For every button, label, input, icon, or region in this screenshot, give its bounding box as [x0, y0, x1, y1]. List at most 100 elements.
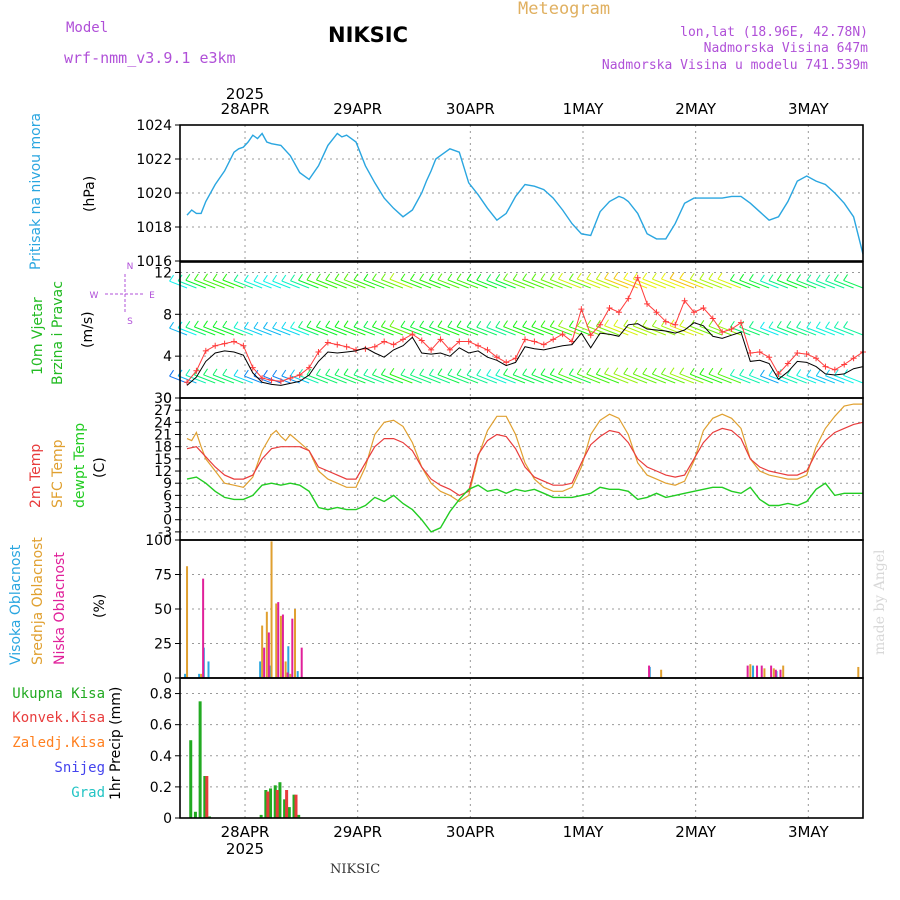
gust-marker	[719, 329, 726, 336]
wind-barb	[558, 325, 582, 336]
wind-barb	[717, 373, 742, 384]
wind-barb-flag	[786, 320, 792, 328]
wind-barb	[429, 279, 451, 289]
wind-barb	[306, 326, 329, 336]
wind-barb-flag	[729, 320, 735, 328]
wind-barb	[447, 279, 469, 289]
wind-barb-flag	[185, 320, 191, 328]
wind-barb	[669, 373, 695, 384]
wind-barb-flag	[843, 369, 848, 376]
wind-barb-flag	[759, 321, 765, 329]
wind-barb-flag	[796, 321, 802, 328]
gust-marker	[606, 305, 613, 312]
wind-barb-flag	[576, 367, 582, 375]
wind-barb-flag	[203, 320, 208, 328]
wind-barb-flag	[353, 320, 359, 328]
wind-barb-flag	[806, 369, 812, 377]
model-name: wrf-nmm_v3.9.1 e3km	[64, 49, 236, 67]
xtick-bottom: 29APR	[333, 823, 382, 841]
wind-barb	[503, 374, 526, 384]
ytick-label: 0.2	[150, 780, 172, 796]
gust-marker	[597, 321, 604, 328]
wind-barb-flag	[495, 320, 501, 328]
wind-barb	[353, 326, 375, 336]
wind-barb-flag	[717, 367, 723, 375]
wind-barb-flag	[222, 273, 228, 281]
wind-barb-flag	[503, 368, 508, 375]
wind-barb-flag	[815, 321, 821, 329]
wind-barb	[512, 279, 535, 289]
wind-barb	[604, 278, 629, 289]
wind-barb-flag	[549, 320, 555, 327]
ytick-label: 27	[154, 403, 172, 419]
wind-barb	[777, 374, 798, 384]
wind-barb-flag	[272, 321, 278, 329]
ytick-label: 21	[154, 428, 172, 444]
wind-barb	[669, 278, 695, 289]
wind-barb-flag	[679, 272, 685, 280]
wind-barb	[194, 279, 216, 289]
coords: lon,lat (18.96E, 42.78N)	[680, 25, 868, 40]
wind-barb	[699, 373, 723, 384]
gust-marker	[296, 371, 303, 378]
wind-barb-flag	[776, 320, 782, 328]
wind-barb	[244, 375, 263, 384]
wind-barb-flag	[409, 320, 415, 328]
gust-marker	[803, 351, 810, 358]
wind-barb	[786, 326, 807, 336]
wind-barb-flag	[476, 320, 482, 328]
wind-barb-flag	[699, 368, 705, 375]
gust-marker	[184, 379, 191, 386]
cloud-bar	[202, 578, 205, 678]
cloud-bar	[770, 665, 773, 678]
wind-barb	[730, 374, 751, 384]
wind-barb	[749, 374, 770, 384]
wind-barb-flag	[558, 319, 563, 327]
wind-barb-flag	[729, 368, 735, 376]
wind-barb	[768, 280, 789, 289]
wind-barb-flag	[495, 368, 501, 376]
wind-barb	[623, 373, 648, 384]
wind-barb	[316, 374, 338, 384]
cloud-bar	[207, 661, 210, 678]
wind-barb-flag	[466, 320, 472, 328]
precip-bar	[203, 776, 207, 818]
wind-barb	[343, 326, 366, 336]
wind-barb-flag	[437, 368, 443, 375]
wind-barb	[400, 279, 422, 289]
ytick-label: 3	[163, 501, 172, 517]
wind-barb	[372, 279, 394, 289]
legend-snow: Snijeg	[54, 760, 105, 776]
wind-barb-flag	[466, 273, 472, 281]
wind-barb-flag	[503, 273, 508, 280]
wind-barb-flag	[272, 274, 278, 282]
gust-marker	[484, 346, 491, 353]
wind-barb-flag	[660, 367, 666, 375]
ytick-label: 0.4	[150, 749, 172, 765]
wind-barb-flag	[400, 320, 406, 328]
wind-barb	[419, 326, 441, 336]
wind-barb	[690, 325, 713, 336]
wind-barb-flag	[389, 319, 395, 327]
gust-marker	[831, 366, 838, 373]
temp2m-line	[186, 421, 864, 497]
wind-barb	[642, 278, 667, 289]
gust-marker	[343, 343, 350, 350]
wind-barb-flag	[193, 320, 199, 328]
cloud-bar	[296, 671, 299, 678]
wind-barb-flag	[253, 274, 259, 282]
wind-barb-flag	[748, 369, 754, 376]
ytick-label: 12	[154, 265, 172, 281]
wind-barb	[298, 326, 319, 336]
wind-barb-flag	[568, 320, 574, 327]
wind-barb	[699, 278, 723, 289]
gust-marker	[475, 342, 482, 349]
ytick-label: 75	[154, 568, 172, 584]
wind-barb	[531, 326, 554, 336]
wind-barb-flag	[363, 320, 369, 328]
cloud-bar	[772, 668, 775, 678]
gust-marker	[700, 305, 707, 312]
wind-barb-flag	[325, 368, 331, 376]
wind-barb-flag	[586, 272, 592, 280]
wind-barb-flag	[739, 368, 745, 376]
